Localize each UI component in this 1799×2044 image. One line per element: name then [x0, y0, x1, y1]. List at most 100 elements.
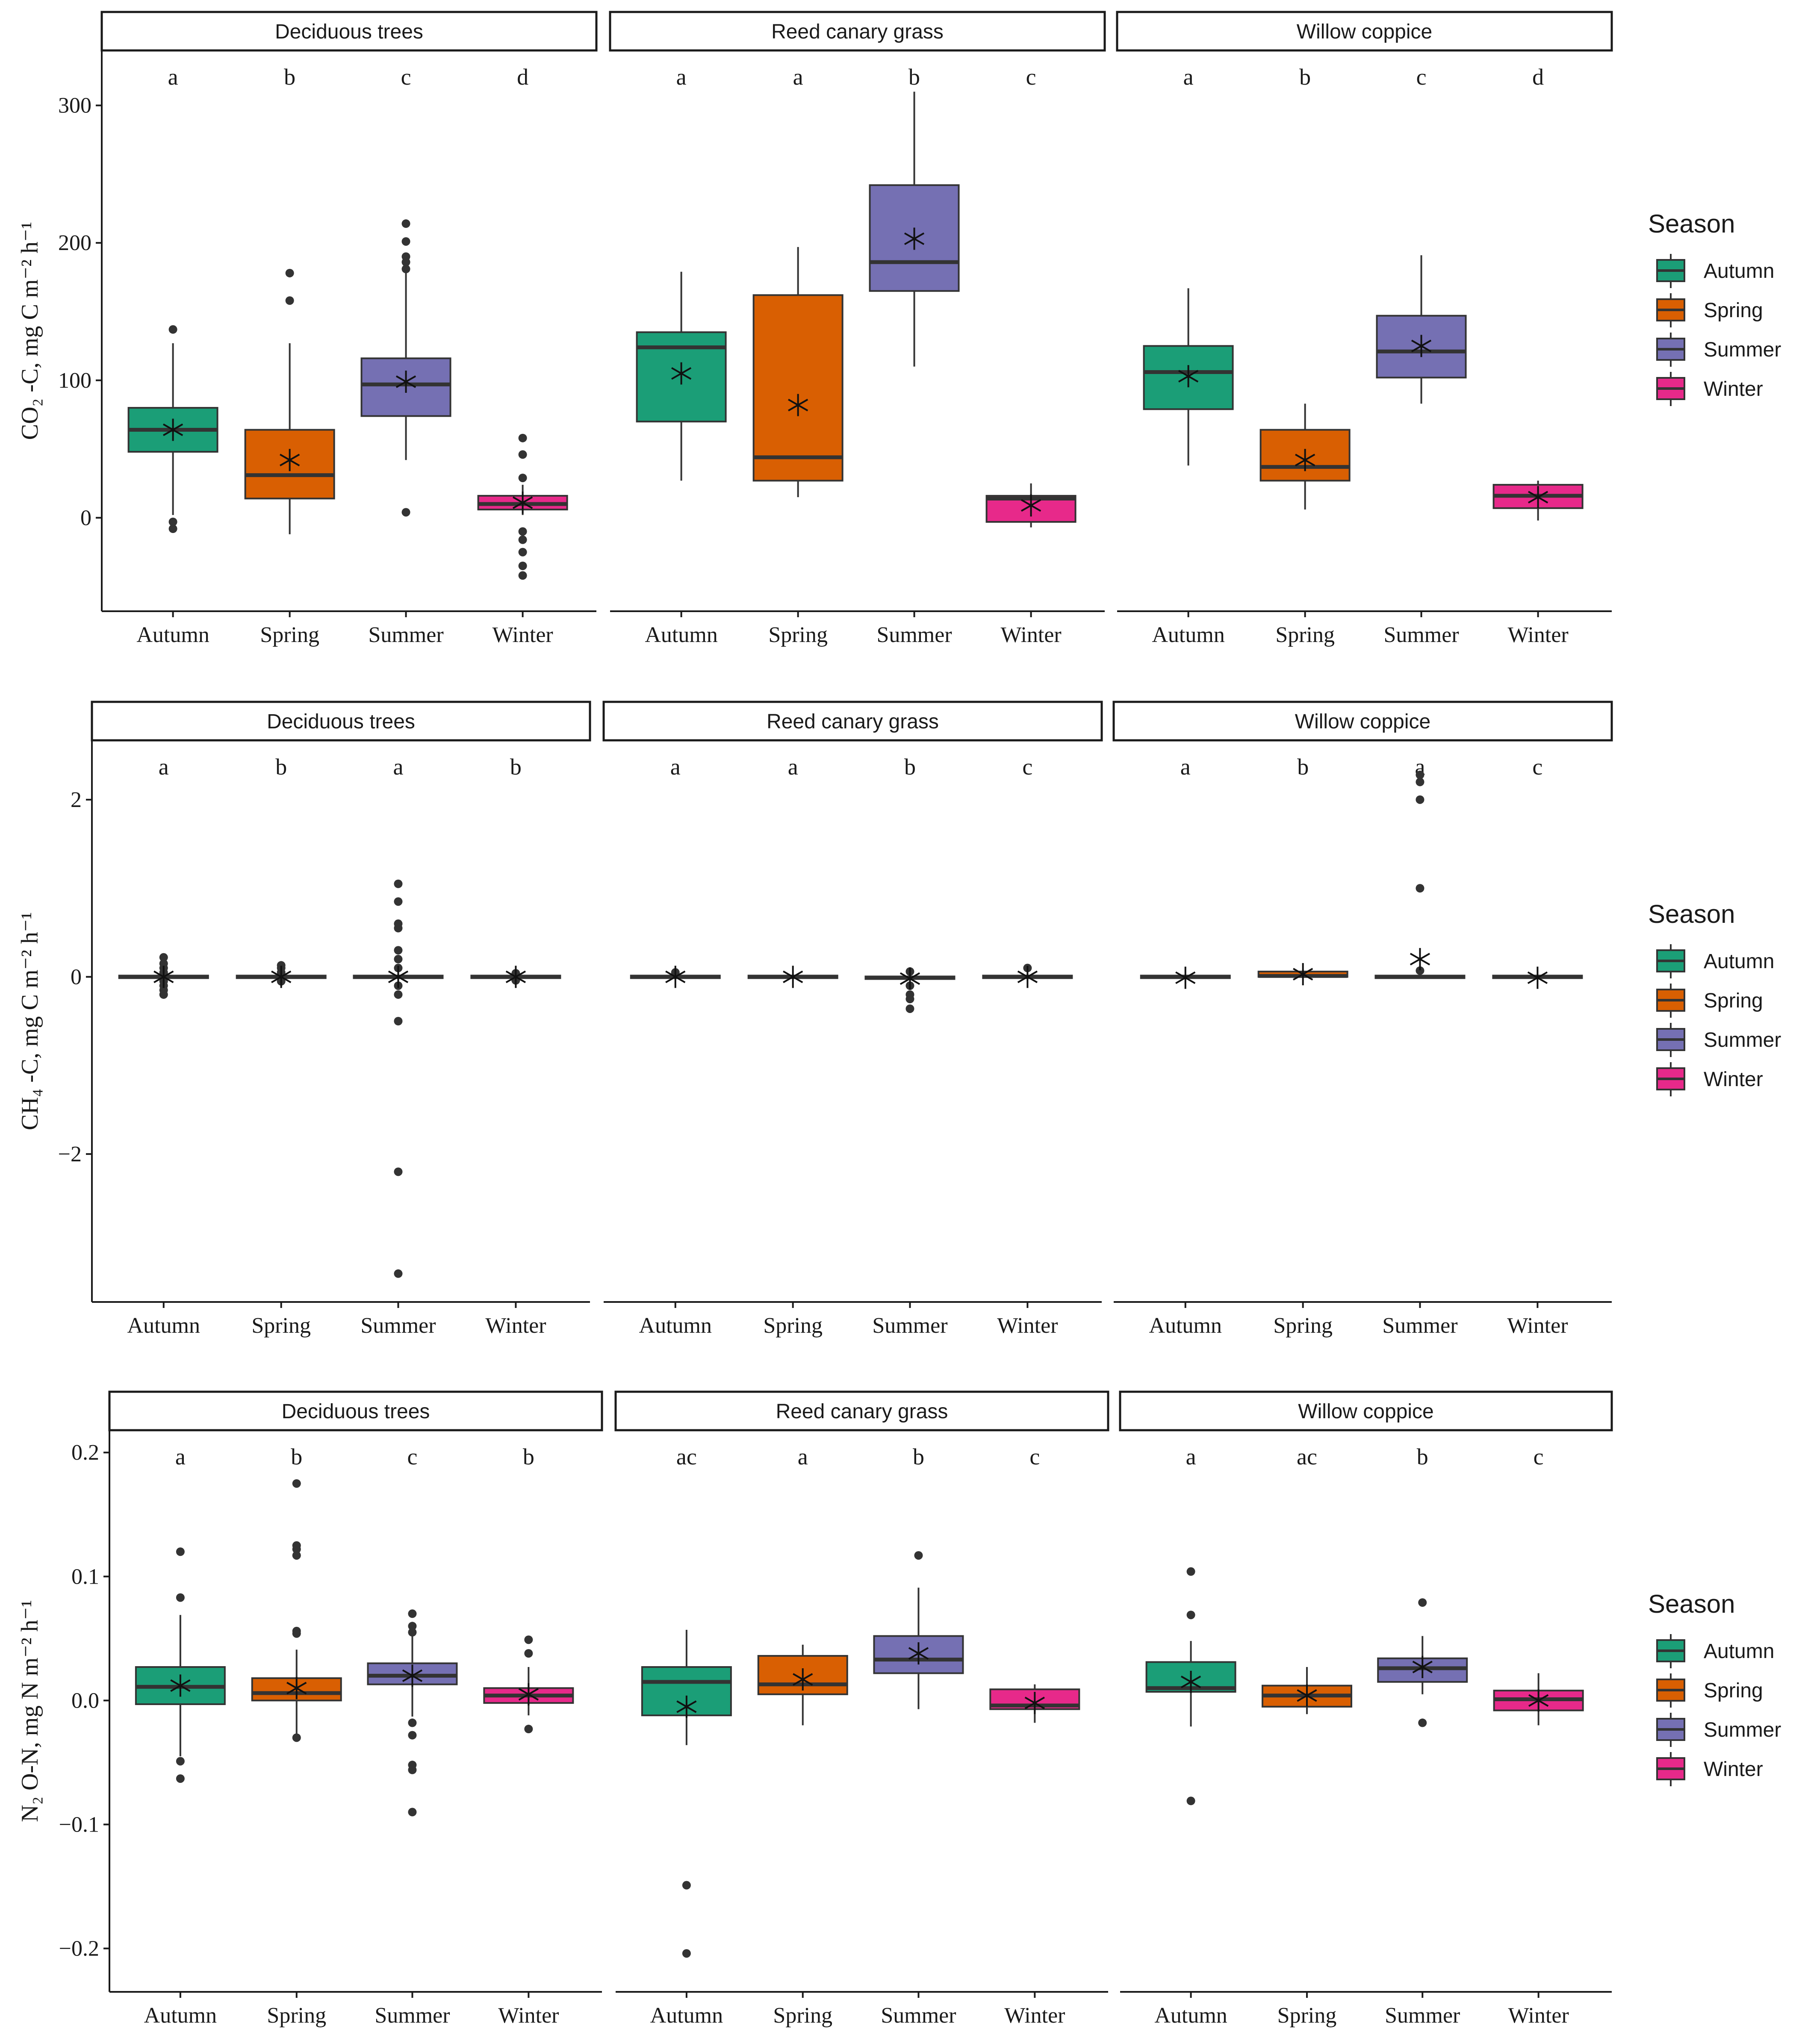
mean-marker [1180, 1670, 1201, 1693]
box-winter: Winter d [1492, 64, 1584, 647]
box-spring: Spring b [251, 1444, 342, 2028]
box-autumn: Autumn a [127, 64, 218, 647]
legend-title: Season [1648, 209, 1735, 238]
mean-marker-stroke [153, 970, 174, 984]
mean-marker [900, 967, 920, 990]
outlier-point [518, 527, 527, 536]
outlier-point [394, 1167, 403, 1176]
mean-marker [1295, 449, 1315, 471]
mean-marker [1178, 365, 1199, 388]
outlier-point [401, 237, 410, 246]
box-winter: Winter d [477, 64, 568, 647]
outlier-point [401, 252, 410, 261]
mean-marker-stroke [1180, 1676, 1201, 1688]
significance-letter: c [1416, 64, 1427, 90]
significance-letter: c [1029, 1444, 1040, 1470]
outlier-point [518, 535, 527, 544]
outlier-point [518, 433, 527, 442]
legend-item-winter: Winter [1656, 372, 1763, 406]
legend-label: Spring [1704, 1679, 1763, 1702]
outlier-point [682, 1949, 691, 1958]
outlier-point [408, 1609, 417, 1618]
mean-marker [162, 418, 183, 441]
panel-strip [91, 701, 591, 742]
mean-marker [1410, 948, 1430, 970]
mean-marker [783, 966, 803, 988]
box-winter: Winter c [1492, 754, 1583, 1338]
y-tick-label: −2 [58, 1142, 82, 1166]
outlier-point [1416, 778, 1424, 786]
mean-marker-stroke [1295, 454, 1315, 467]
box-spring: Spring b [1259, 64, 1351, 647]
y-axis-title: CH₄ -C, mg C m⁻² h⁻¹ [17, 912, 43, 1130]
mean-marker [1024, 1692, 1045, 1714]
significance-letter: c [1532, 754, 1542, 780]
mean-marker [1297, 1684, 1317, 1707]
outlier-point [914, 1551, 923, 1560]
x-tick-label: Autumn [136, 623, 209, 647]
legend-label: Spring [1704, 990, 1763, 1012]
outlier-point [518, 571, 527, 580]
outlier-point [524, 1725, 533, 1734]
iqr-box [244, 429, 335, 500]
panel-strip-title: Reed canary grass [771, 21, 944, 43]
mean-marker [793, 1668, 813, 1691]
outlier-point [1416, 770, 1424, 779]
mean-marker [512, 491, 533, 514]
mean-marker-stroke [402, 1669, 423, 1682]
y-tick-label: −0.2 [59, 1936, 99, 1961]
panel-strip [602, 701, 1103, 742]
outlier-point [408, 1731, 417, 1740]
panel-deciduous-trees: Deciduous trees Autumn a Spring b Summer c Wint… [108, 1390, 603, 2028]
significance-letter: b [523, 1444, 534, 1470]
outlier-point [1186, 1797, 1195, 1805]
panel-strip [1116, 11, 1613, 52]
outlier-point [394, 919, 403, 928]
box-autumn: Autumn a [135, 1444, 226, 2028]
mean-marker [1412, 1656, 1433, 1679]
x-tick-label: Spring [267, 2003, 326, 2028]
outlier-point [408, 1718, 417, 1727]
significance-letter: b [510, 754, 522, 780]
mean-marker [402, 1664, 423, 1687]
panel-strip-title: Reed canary grass [767, 710, 939, 733]
legend-item-autumn: Autumn [1656, 944, 1774, 978]
y-tick-label: −0.1 [59, 1812, 99, 1837]
panel-strip [614, 1390, 1109, 1431]
y-tick-label: 0 [71, 965, 82, 989]
x-tick-label: Spring [763, 1314, 823, 1338]
x-tick-label: Summer [872, 1314, 947, 1338]
significance-letter: a [159, 754, 169, 780]
box-winter: Winter c [1493, 1444, 1584, 2028]
mean-marker [1411, 335, 1432, 357]
outlier-point [176, 1774, 185, 1783]
mean-marker-stroke [512, 496, 533, 509]
significance-letter: c [1022, 754, 1032, 780]
mean-marker-stroke [162, 423, 183, 436]
legend-label: Spring [1704, 299, 1763, 322]
legend-label: Summer [1704, 1719, 1781, 1741]
outlier-point [277, 961, 286, 970]
mean-marker [1527, 966, 1548, 989]
mean-marker [518, 1683, 539, 1705]
significance-letter: b [291, 1444, 302, 1470]
legend-label: Winter [1704, 1758, 1763, 1781]
mean-marker-stroke [395, 375, 416, 388]
panel-strip [609, 11, 1106, 52]
legend-item-summer: Summer [1656, 1713, 1781, 1747]
y-tick-label: 0.0 [71, 1688, 99, 1713]
legend: Season Autumn Spring Summer Winter [1648, 1590, 1781, 1786]
chart-row-3: −0.2 −0.1 0.0 0.1 0.2 N₂ O-N, mg N m⁻² h⁻¹ Dec… [17, 1390, 1781, 2028]
outlier-point [394, 897, 403, 906]
x-tick-label: Spring [1277, 2003, 1337, 2028]
mean-marker [788, 394, 808, 416]
x-tick-label: Autumn [1154, 2003, 1227, 2028]
x-tick-label: Winter [1000, 623, 1061, 647]
outlier-point [1416, 884, 1424, 893]
outlier-point [524, 1635, 533, 1644]
significance-letter: a [676, 64, 687, 90]
box-autumn: Autumn a [1145, 1444, 1236, 2028]
outlier-point [292, 1541, 301, 1550]
y-tick-label: 0 [80, 506, 91, 530]
